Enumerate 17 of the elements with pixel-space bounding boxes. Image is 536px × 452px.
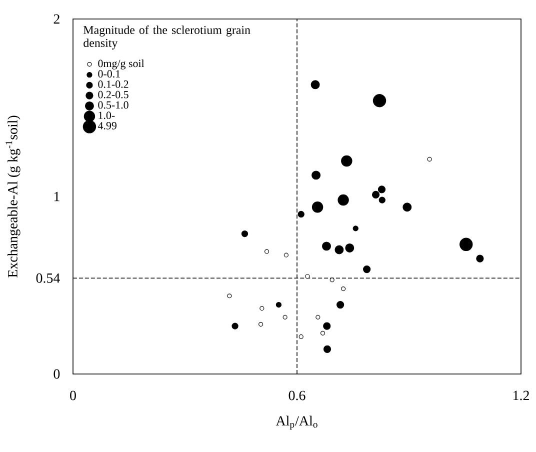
legend-label: 0.1-0.2 (98, 80, 128, 88)
y-tick-label: 2 (54, 14, 60, 24)
legend-label: 0-0.1 (98, 70, 120, 78)
y-tick-label: 0.54 (36, 273, 60, 283)
y-axis-title: Exchangeable-Al (g kg$^{-1}$soil) (6, 116, 20, 278)
legend-label: 0mg/g soil (98, 59, 144, 70)
x-tick-label: 1.2 (514, 390, 529, 400)
legend-label: 0.5-1.0 (98, 101, 128, 109)
legend-label: 0.2-0.5 (98, 90, 128, 98)
legend-title: Magnitude of the sclerotium grain density (84, 26, 250, 50)
x-tick-label: 0 (70, 390, 76, 400)
y-tick-label: 0 (54, 369, 60, 379)
x-axis-title: Al$_{p}$/Al$_{o}$ (276, 416, 318, 430)
x-tick-label: 0.6 (288, 390, 306, 400)
legend-label: 4.99 (98, 122, 116, 130)
legend-label: 1.0- (98, 112, 115, 120)
y-tick-label: 1 (54, 192, 60, 202)
